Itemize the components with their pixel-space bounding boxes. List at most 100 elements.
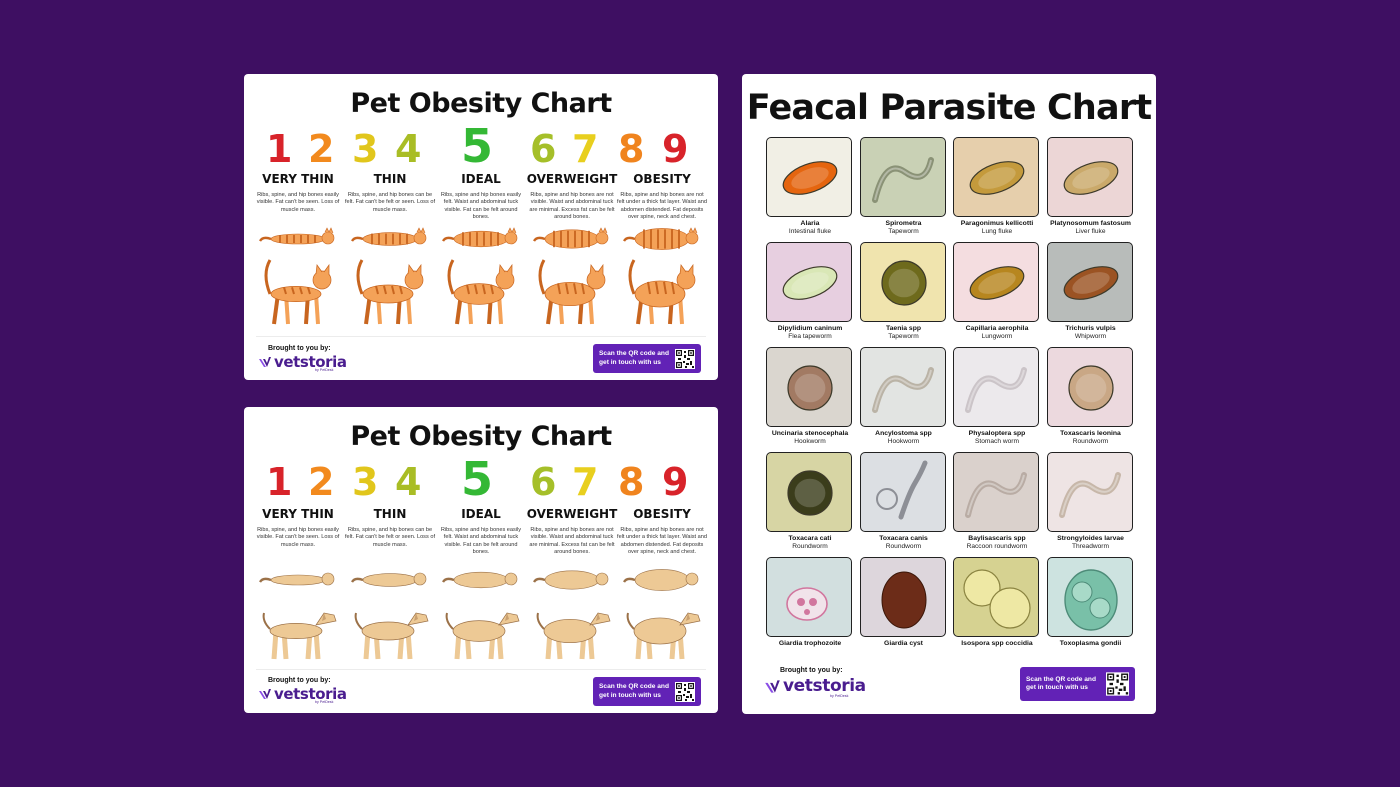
parasite-name: Paragonimus kellicotti (960, 220, 1034, 227)
score-descriptions: Ribs, spine, and hip bones easily visibl… (252, 192, 710, 232)
parasite-tile: Capillaria aerophila Lungworm (953, 242, 1041, 341)
score-number-8: 8 (618, 127, 645, 171)
parasite-tile: Toxacara cati Roundworm (766, 452, 854, 551)
microscope-egg-icon (782, 266, 838, 300)
vetstoria-logo[interactable]: vetstoria (258, 353, 347, 371)
microscope-egg-icon (871, 157, 934, 203)
microscope-egg-icon (1058, 472, 1121, 518)
category-description: Ribs, spine and hip bones are not felt u… (617, 527, 707, 556)
parasite-name: Giardia cyst (884, 640, 923, 647)
vetstoria-logo[interactable]: vetstoria (258, 685, 347, 703)
parasite-tile: Paragonimus kellicotti Lung fluke (953, 137, 1041, 236)
dog-side-view-icon (536, 612, 611, 660)
cat-top-view-icon (350, 227, 427, 246)
parasite-image (766, 452, 852, 532)
dog-top-view-icon (350, 572, 427, 587)
parasite-tile: Toxascaris leonina Roundworm (1046, 347, 1135, 446)
parasite-image (766, 557, 852, 637)
parasite-tile: Physaloptera spp Stomach worm (953, 347, 1041, 446)
dog-top-view-icon (441, 571, 518, 589)
qr-code-button[interactable]: Scan the QR code and get in touch with u… (593, 677, 701, 706)
parasite-tile: Baylisascaris spp Raccoon roundworm (953, 452, 1041, 551)
parasite-tile: Uncinaria stenocephala Hookworm (766, 347, 854, 446)
score-categories: VERY THIN THIN IDEAL OVERWEIGHT OBESITY (252, 172, 710, 192)
parasite-image (859, 137, 946, 217)
parasite-name: Ancylostoma spp (875, 430, 932, 437)
qr-code-icon (675, 348, 695, 369)
microscope-egg-icon (1067, 365, 1114, 411)
category-overweight: OVERWEIGHT (526, 172, 618, 186)
parasite-name: Uncinaria stenocephala (771, 430, 849, 437)
category-ideal: IDEAL (461, 507, 501, 521)
category-description: Ribs, spine and hip bones are not felt u… (617, 192, 707, 221)
divider (256, 336, 706, 337)
parasite-image (953, 452, 1039, 532)
dog-top-views (252, 565, 710, 595)
cat-top-view-icon (532, 227, 609, 249)
cat-top-view-icon (441, 227, 518, 248)
parasite-tile: Taenia spp Tapeworm (859, 242, 948, 341)
microscope-egg-icon (969, 161, 1025, 195)
parasite-image (1046, 452, 1133, 532)
parasite-tile: Isospora spp coccidia (953, 557, 1041, 648)
score-number-5: 5 (461, 119, 494, 173)
parasite-image (859, 452, 946, 532)
parasite-name: Spirometra (885, 220, 922, 227)
vetstoria-mark-icon (765, 679, 780, 693)
brand-name: vetstoria (274, 353, 347, 371)
parasite-name: Alaria (800, 220, 820, 227)
parasite-image (859, 347, 946, 427)
microscope-egg-icon (871, 367, 934, 413)
microscope-egg-icon (1063, 266, 1118, 300)
parasite-image (859, 557, 946, 637)
parasite-image (953, 137, 1039, 217)
parasite-image (766, 347, 852, 427)
category-description: Ribs, spine, and hip bones easily visibl… (256, 527, 340, 548)
parasite-image (859, 242, 946, 322)
score-number-3: 3 (352, 127, 379, 171)
microscope-egg-icon (881, 571, 926, 629)
parasite-name: Toxacara canis (879, 535, 928, 542)
parasite-tile: Alaria Intestinal fluke (766, 137, 854, 236)
parasite-tile: Toxoplasma gondii (1046, 557, 1135, 648)
category-description: Ribs, spine and hip bones easily felt. W… (440, 192, 522, 221)
score-number-1: 1 (266, 460, 293, 504)
score-number-4: 4 (395, 127, 422, 171)
parasite-image (1046, 242, 1133, 322)
score-number-2: 2 (308, 127, 335, 171)
parasite-tile: Spirometra Tapeworm (859, 137, 948, 236)
microscope-egg-icon (963, 569, 1031, 629)
cat-top-view-icon (258, 227, 335, 245)
vetstoria-logo[interactable]: vetstoria (764, 676, 866, 696)
category-description: Ribs, spine and hip bones easily felt. W… (440, 527, 522, 556)
category-thin: THIN (373, 507, 407, 521)
cat-side-views (252, 254, 710, 329)
dog-side-views (252, 601, 710, 663)
microscope-egg-icon (1063, 569, 1118, 631)
parasite-name: Taenia spp (886, 325, 921, 332)
score-descriptions: Ribs, spine, and hip bones easily visibl… (252, 527, 710, 567)
category-description: Ribs, spine, and hip bones easily visibl… (256, 192, 340, 213)
parasite-tile: Strongyloides larvae Threadworm (1046, 452, 1135, 551)
parasite-type: Lung fluke (981, 228, 1013, 235)
score-number-1: 1 (266, 127, 293, 171)
category-very-thin: VERY THIN (262, 507, 334, 521)
parasite-image (1046, 347, 1133, 427)
category-very-thin: VERY THIN (262, 172, 334, 186)
qr-code-button[interactable]: Scan the QR code and get in touch with u… (593, 344, 701, 373)
dog-side-view-icon (626, 612, 701, 660)
parasite-name: Dipylidium caninum (777, 325, 843, 332)
vetstoria-mark-icon (259, 357, 271, 367)
microscope-egg-icon (969, 266, 1025, 300)
parasite-name: Isospora spp coccidia (961, 640, 1033, 647)
score-number-3: 3 (352, 460, 379, 504)
parasite-tile: Giardia trophozoite (766, 557, 854, 648)
dog-side-view-icon (262, 612, 337, 660)
cat-top-view-icon (622, 227, 699, 250)
parasite-name: Physaloptera spp (968, 430, 1026, 437)
qr-code-button[interactable]: Scan the QR code and get in touch with u… (1020, 667, 1135, 701)
parasite-tile: Trichuris vulpis Whipworm (1046, 242, 1135, 341)
